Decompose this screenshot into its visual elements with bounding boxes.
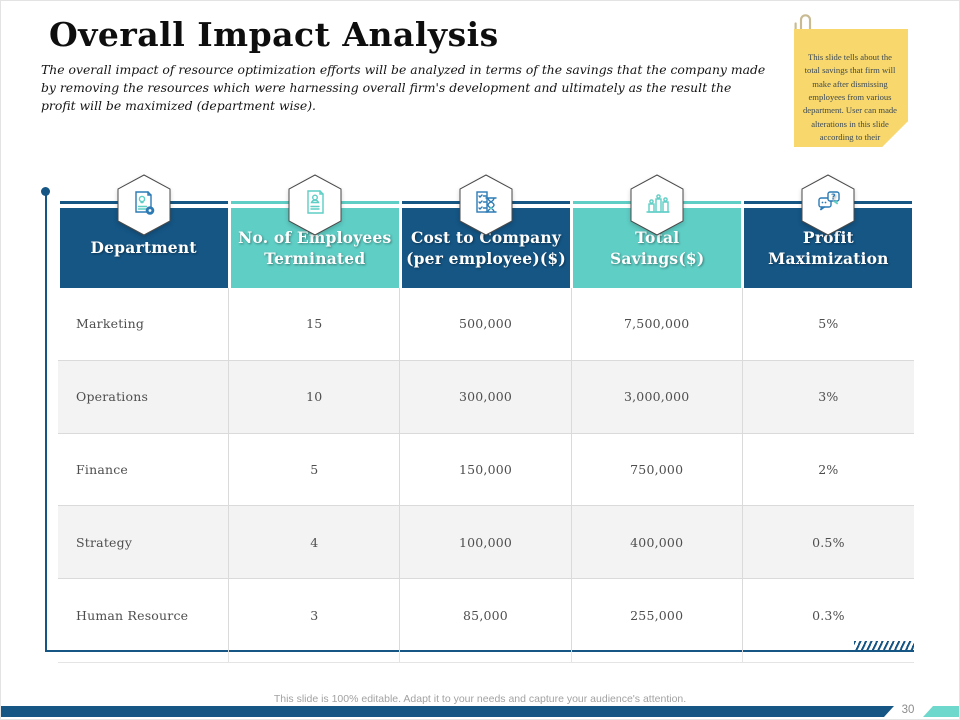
cell-department: Operations [58, 360, 230, 433]
cell-savings: 750,000 [572, 433, 743, 506]
cell-profit: 3% [818, 389, 839, 405]
table-body: Marketing 15 500,000 7,500,000 5% Operat… [58, 288, 914, 652]
bar-chart-people-icon [629, 153, 685, 242]
page-title: Overall Impact Analysis [49, 15, 499, 54]
bottom-bar-accent [923, 706, 959, 717]
table-row-strategy: Strategy 4 100,000 400,000 0.5% [58, 506, 914, 580]
cell-profit: 0.3% [812, 608, 845, 624]
column-header-total-savings: Total Savings($) [573, 174, 742, 288]
slide-subtitle: The overall impact of resource optimizat… [41, 62, 766, 113]
cell-department: Strategy [58, 506, 230, 579]
table-bottom-border [45, 650, 914, 652]
table-row-human-resource: Human Resource 3 85,000 255,000 0.3% [58, 579, 914, 652]
cell-savings: 3,000,000 [572, 360, 743, 433]
cell-profit: 0.5% [812, 534, 845, 550]
cell-employees: 3 [229, 579, 401, 652]
cell-cost: 500,000 [400, 288, 572, 360]
cell-profit: 5% [818, 316, 839, 332]
column-header-department: Department [59, 174, 228, 288]
cell-savings: 400,000 [572, 506, 743, 579]
table-left-border [45, 191, 47, 652]
cell-savings: 7,500,000 [572, 288, 743, 360]
page-number: 30 [901, 704, 915, 716]
table-row-finance: Finance 5 150,000 750,000 2% [58, 433, 914, 507]
table-tail-row [58, 651, 914, 663]
cell-savings: 255,000 [572, 579, 743, 652]
cell-cost: 85,000 [400, 579, 572, 652]
cell-employees: 15 [229, 288, 401, 360]
checklist-hourglass-icon [458, 153, 514, 242]
table-row-operations: Operations 10 300,000 3,000,000 3% [58, 360, 914, 434]
cell-department: Human Resource [58, 579, 230, 652]
footer-note: This slide is 100% editable. Adapt it to… [273, 693, 687, 705]
zigzag-decoration [854, 641, 914, 650]
cell-cost: 300,000 [400, 360, 572, 433]
column-header-profit-maximization: ? Profit Maximization [744, 174, 913, 288]
cell-employees: 4 [229, 506, 401, 579]
table-header-row: Department [58, 174, 914, 288]
table-row-marketing: Marketing 15 500,000 7,500,000 5% [58, 288, 914, 361]
cell-cost: 150,000 [400, 433, 572, 506]
cell-employees: 5 [229, 433, 401, 506]
column-header-label: Profit Maximization [768, 227, 889, 268]
column-header-label: No. of Employees Terminated [238, 227, 392, 268]
bottom-bar [1, 706, 894, 717]
column-header-label: Total Savings($) [609, 227, 705, 268]
document-idea-gear-icon [116, 153, 172, 242]
column-header-employees-terminated: No. of Employees Terminated [230, 174, 399, 288]
svg-text:?: ? [831, 192, 836, 201]
impact-table: Department [58, 174, 914, 663]
chat-question-icon: ? [800, 153, 856, 242]
cell-employees: 10 [229, 360, 401, 433]
cell-cost: 100,000 [400, 506, 572, 579]
cell-department: Marketing [58, 288, 230, 360]
column-header-label: Department [90, 238, 197, 258]
column-header-label: Cost to Company (per employee)($) [406, 227, 566, 268]
employee-document-icon [287, 153, 343, 242]
sticky-note: This slide tells about the total savings… [794, 29, 908, 147]
cell-department: Finance [58, 433, 230, 506]
sticky-note-fold [882, 121, 908, 147]
cell-profit: 2% [818, 461, 839, 477]
column-header-cost-to-company: Cost to Company (per employee)($) [401, 174, 571, 288]
